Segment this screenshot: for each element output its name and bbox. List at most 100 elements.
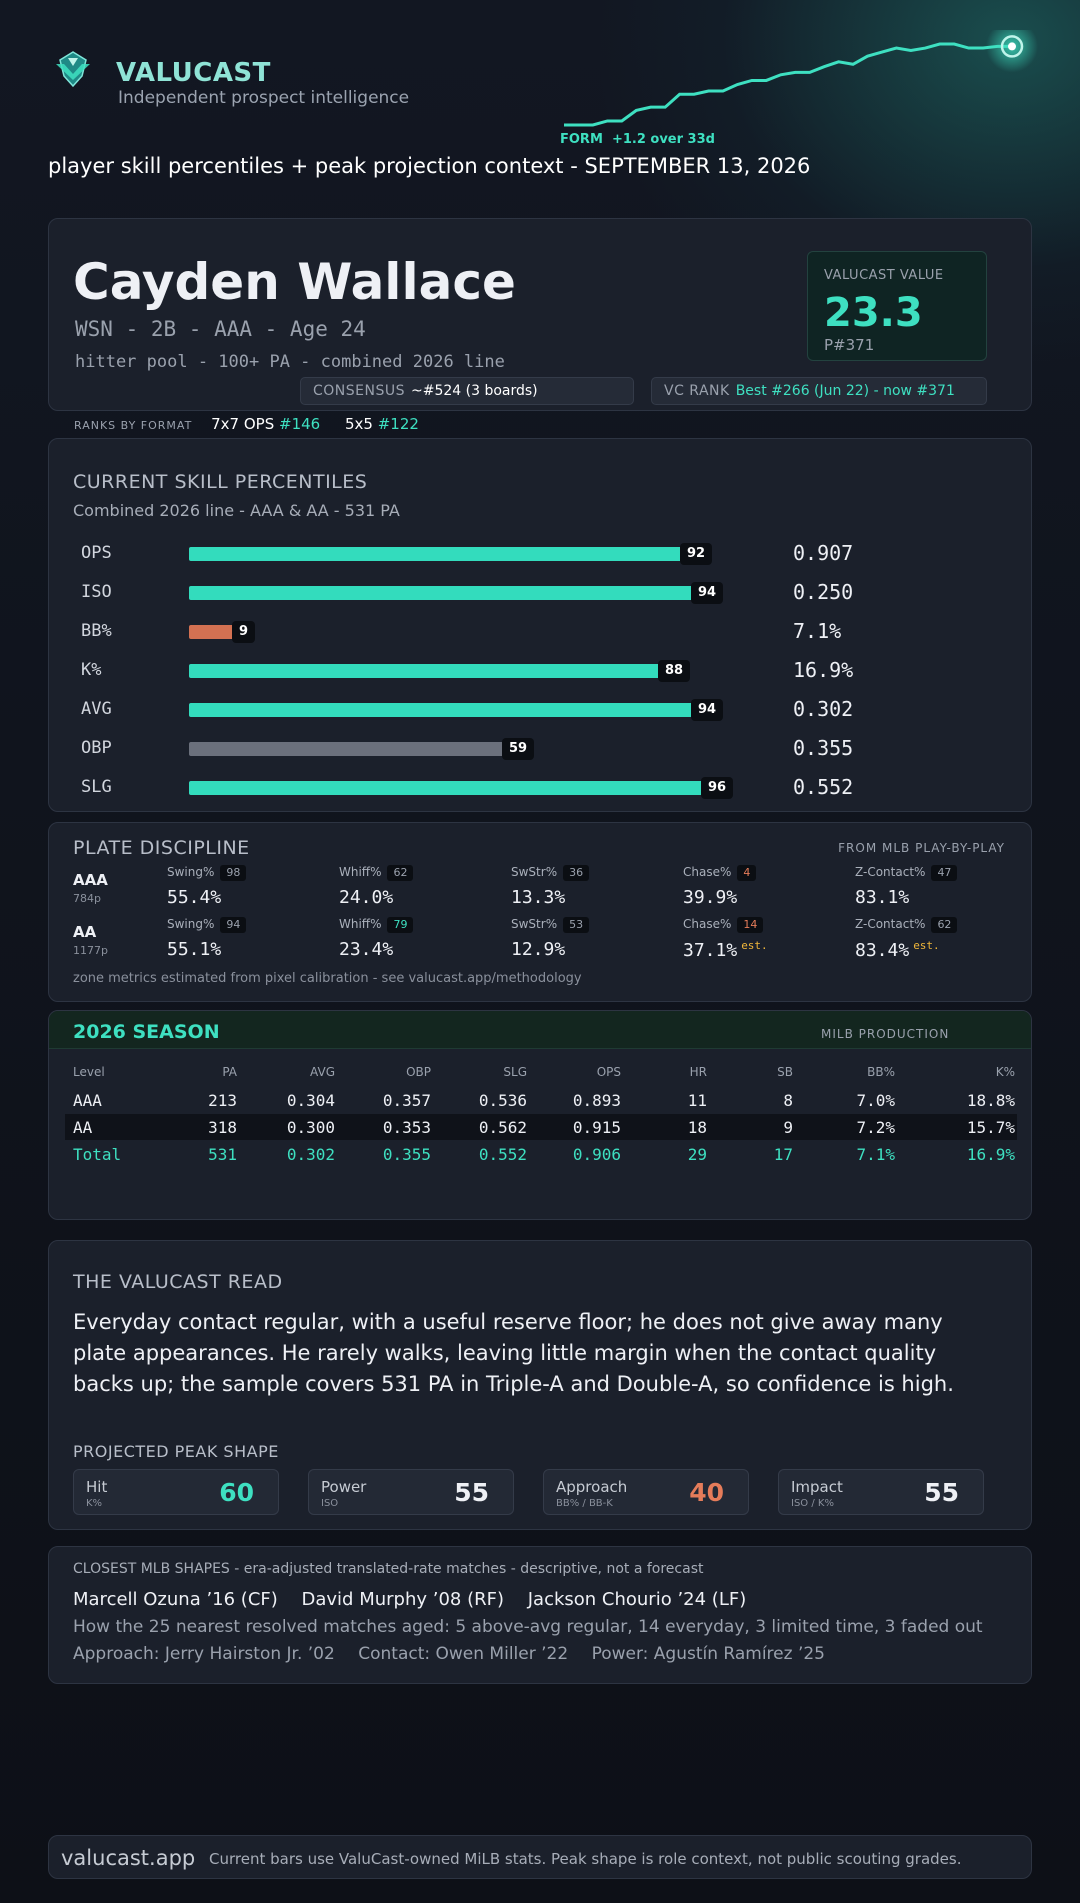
- discipline-level: AA 1177p: [73, 923, 108, 957]
- peak-value: 55: [924, 1478, 959, 1507]
- discipline-metric: Whiff% 79 23.4%: [339, 917, 414, 960]
- closest-title: CLOSEST MLB SHAPES - era-adjusted transl…: [73, 1561, 704, 1577]
- season-cell: 213: [208, 1091, 237, 1110]
- season-cell: OBP: [406, 1065, 431, 1079]
- metric-value: 24.0%: [339, 887, 394, 908]
- metric-percentile-badge: 14: [737, 917, 764, 933]
- comp-name: Marcell Ozuna ’16 (CF): [73, 1589, 278, 1610]
- metric-value: 55.4%: [167, 887, 222, 908]
- percentile-track: 94: [189, 699, 729, 721]
- peak-label: Power: [321, 1478, 367, 1496]
- metric-value: 12.9%: [511, 939, 566, 960]
- metric-label: Z-Contact% 47: [855, 865, 958, 881]
- discipline-source: FROM MLB PLAY-BY-PLAY: [838, 841, 1005, 855]
- season-cell: 29: [687, 1145, 707, 1164]
- metric-value: 83.1%: [855, 887, 910, 908]
- metric-value: 83.4% est.: [855, 939, 940, 961]
- discipline-level: AAA 784p: [73, 871, 108, 905]
- skill-percentiles-card: CURRENT SKILL PERCENTILES Combined 2026 …: [48, 438, 1032, 812]
- percentile-label: OPS: [81, 543, 112, 563]
- percentile-bar: [189, 586, 697, 600]
- form-line: [564, 42, 1012, 127]
- section-title: PLATE DISCIPLINE: [73, 837, 250, 859]
- metric-label: SwStr% 36: [511, 865, 590, 881]
- format-rank: 5x5 #122: [344, 415, 419, 433]
- season-cell: 11: [687, 1091, 707, 1110]
- valucast-logo-icon: [56, 51, 90, 88]
- season-cell: 7.2%: [856, 1118, 895, 1137]
- discipline-metric: Swing% 98 55.4%: [167, 865, 247, 908]
- metric-percentile-badge: 4: [737, 865, 757, 881]
- discipline-metric: Chase% 4 39.9%: [683, 865, 757, 908]
- percentile-bar: [189, 742, 508, 756]
- peak-label: Approach: [556, 1478, 628, 1496]
- metric-label: Whiff% 62: [339, 865, 414, 881]
- season-cell: Total: [73, 1145, 122, 1164]
- value-label: VALUCAST VALUE: [824, 268, 944, 283]
- season-cell: 7.1%: [856, 1145, 895, 1164]
- form-delta: +1.2 over 33d: [611, 132, 715, 147]
- peak-value: 55: [454, 1478, 489, 1507]
- percentile-label: BB%: [81, 621, 112, 641]
- season-cell: OPS: [596, 1065, 621, 1079]
- season-row: AA 318 0.300 0.353 0.562 0.915 18 9 7.2% 15.7%: [65, 1114, 1017, 1140]
- season-cell: 0.300: [286, 1118, 335, 1137]
- season-cell: 0.906: [572, 1145, 621, 1164]
- season-cell: 318: [208, 1118, 237, 1137]
- season-cell: 531: [208, 1145, 237, 1164]
- season-cell: 0.304: [286, 1091, 335, 1110]
- metric-percentile-badge: 62: [931, 917, 958, 933]
- footer-text: Current bars use ValuCast-owned MiLB sta…: [209, 1850, 962, 1868]
- metric-percentile-badge: 62: [387, 865, 414, 881]
- season-cell: 16.9%: [966, 1145, 1015, 1164]
- season-cell: PA: [222, 1065, 237, 1079]
- season-cell: 17: [773, 1145, 793, 1164]
- season-cell: 0.893: [572, 1091, 621, 1110]
- percentile-label: ISO: [81, 582, 112, 602]
- percentile-track: 88: [189, 660, 729, 682]
- metric-percentile-badge: 94: [220, 917, 247, 933]
- ranks-by-format: RANKS BY FORMAT 7x7 OPS #146 5x5 #122: [74, 415, 419, 433]
- footer-site[interactable]: valucast.app: [61, 1846, 196, 1870]
- metric-percentile-badge: 79: [387, 917, 414, 933]
- peak-shape-impact: Impact ISO / K% 55: [778, 1469, 984, 1515]
- metric-label: Whiff% 79: [339, 917, 414, 933]
- peak-basis: K%: [86, 1498, 103, 1509]
- percentile-stat: 0.907: [793, 541, 854, 565]
- metric-percentile-badge: 47: [931, 865, 958, 881]
- percentile-row-kpct: K% 88 16.9%: [49, 656, 1033, 686]
- form-glow: [986, 30, 1038, 73]
- percentile-row-bbpct: BB% 9 7.1%: [49, 617, 1033, 647]
- season-cell: 0.355: [382, 1145, 431, 1164]
- season-cell: 7.0%: [856, 1091, 895, 1110]
- metric-label: Chase% 4: [683, 865, 757, 881]
- season-cell: AAA: [73, 1091, 102, 1110]
- percentile-stat: 16.9%: [793, 658, 854, 682]
- value-rank: P#371: [824, 336, 875, 354]
- valucast-read-card: THE VALUCAST READ Everyday contact regul…: [48, 1240, 1032, 1530]
- season-cell: 0.536: [478, 1091, 527, 1110]
- section-title: THE VALUCAST READ: [73, 1271, 283, 1293]
- percentile-track: 59: [189, 738, 729, 760]
- percentile-badge: 88: [658, 660, 691, 682]
- section-title: CURRENT SKILL PERCENTILES: [73, 471, 368, 493]
- metric-value: 39.9%: [683, 887, 738, 908]
- percentile-badge: 96: [701, 777, 734, 799]
- percentile-track: 9: [189, 621, 729, 643]
- percentile-stat: 7.1%: [793, 619, 842, 643]
- season-cell: 8: [783, 1091, 793, 1110]
- season-cell: AVG: [310, 1065, 335, 1079]
- player-meta: WSN - 2B - AAA - Age 24: [75, 317, 366, 341]
- season-cell: HR: [689, 1065, 707, 1079]
- vc-rank-chip: VC RANK Best #266 (Jun 22) - now #371: [651, 377, 987, 405]
- skill-comp: Approach: Jerry Hairston Jr. ’02: [73, 1644, 335, 1664]
- percentile-stat: 0.302: [793, 697, 854, 721]
- season-cell: 15.7%: [966, 1118, 1015, 1137]
- discipline-metric: Swing% 94 55.1%: [167, 917, 247, 960]
- percentile-badge: 59: [502, 738, 535, 760]
- percentile-bar: [189, 625, 238, 639]
- season-cell: Level: [73, 1065, 105, 1079]
- peak-label: Impact: [791, 1478, 843, 1496]
- discipline-metric: SwStr% 36 13.3%: [511, 865, 590, 908]
- metric-value: 55.1%: [167, 939, 222, 960]
